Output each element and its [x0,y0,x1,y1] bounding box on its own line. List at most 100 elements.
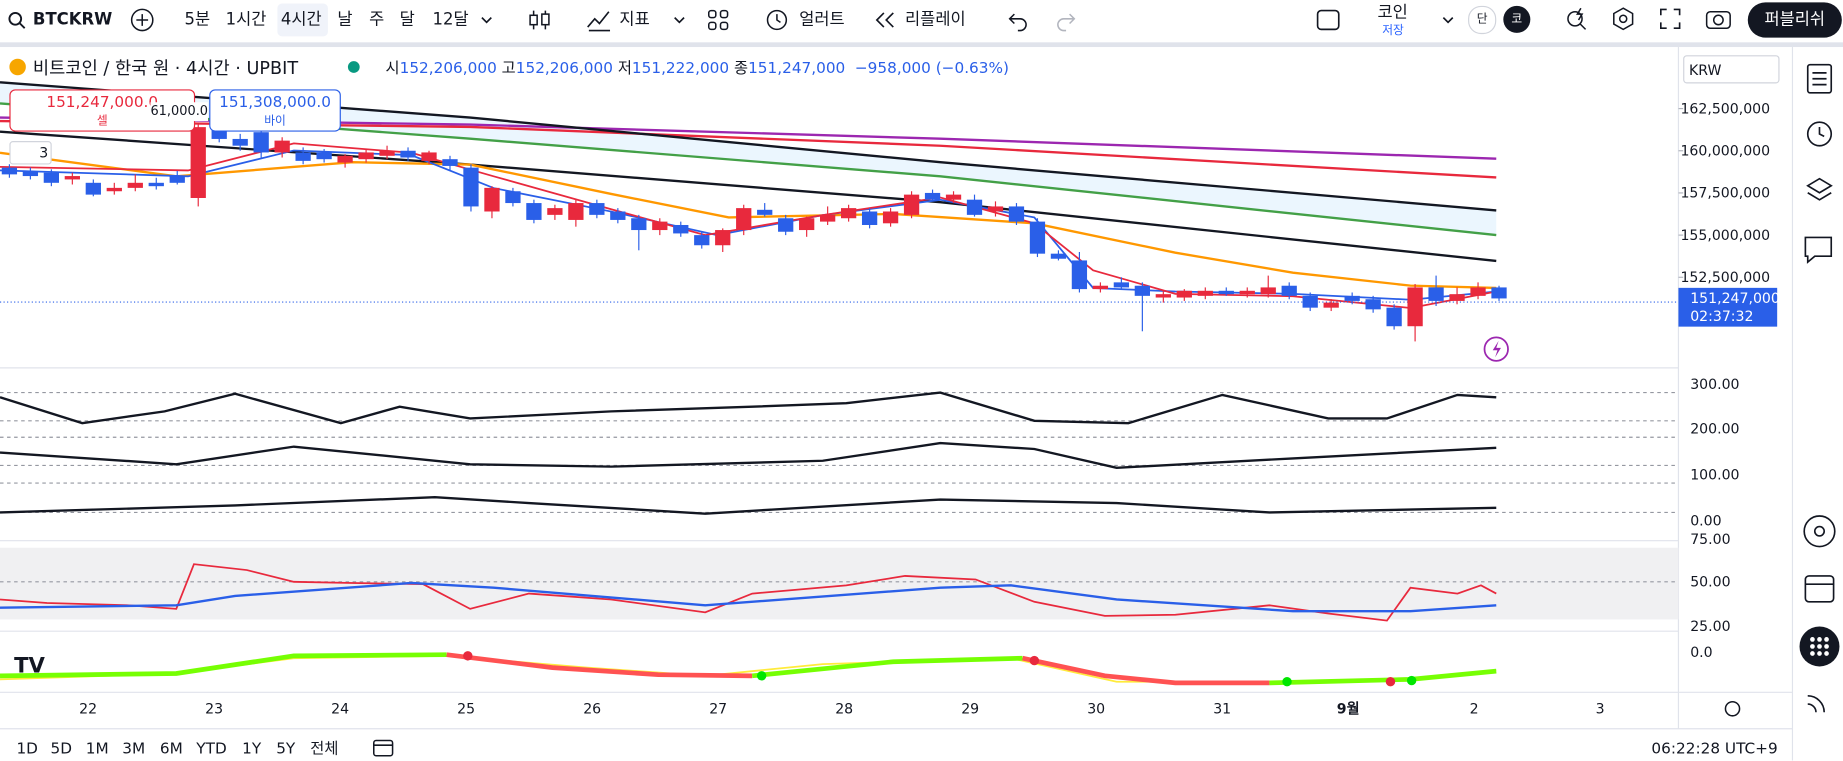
candle-body [1323,302,1339,308]
market-status [347,61,360,73]
candle-body [1239,290,1255,295]
buy-price: 151,308,000.0 [219,94,331,112]
sidebar-icons[interactable] [1803,63,1836,713]
label: 시 [385,59,400,78]
x-tick-label: 25 [457,701,475,717]
candle-body [1008,206,1025,222]
layout-name[interactable]: 코인 [1377,3,1408,23]
osc-axis-label: 0.00 [1690,513,1721,529]
candle-body [400,150,416,158]
candle-body [840,208,857,219]
cross-dots [463,651,1396,687]
chart-type-icon[interactable] [527,7,553,33]
range-button[interactable]: 1M [85,740,109,759]
range-button[interactable]: 5D [50,740,73,759]
rsi-axis-label: 75.00 [1690,532,1730,548]
interval[interactable]: 날 [337,10,353,30]
candle-body [1260,287,1276,295]
candle-body [861,211,878,225]
redo[interactable] [1054,8,1078,32]
candle-body [1218,290,1234,295]
alert[interactable]: 얼러트 [799,10,845,30]
indicators[interactable]: 지표 [619,10,650,30]
candle-body [903,194,920,215]
interval[interactable]: 달 [399,10,415,30]
quick-search[interactable] [1564,6,1590,32]
candle-body [1176,290,1192,298]
x-tick-label: 31 [1213,701,1231,717]
candle-body [945,194,962,200]
candle-body [966,199,983,215]
candle-body [1365,299,1381,310]
range-button[interactable]: 5Y [276,740,296,759]
indicator-toggle[interactable]: 3 [9,141,52,165]
candle-body [232,138,248,146]
symbol[interactable]: BTCKRW [32,10,113,30]
value: 151,222,000 [631,59,730,78]
date-range-icon[interactable] [371,737,397,758]
interval[interactable]: 1시간 [225,10,267,30]
candle-body [1029,221,1046,254]
indicators-icon[interactable] [585,6,611,32]
layout-icon[interactable] [1315,7,1341,33]
undo[interactable] [1006,8,1030,32]
candle-body [106,187,122,192]
ma-line [0,151,1497,290]
chevron[interactable] [480,14,494,26]
currency-select[interactable]: KRW [1683,55,1780,84]
publish-button[interactable]: 퍼블리쉬 [1747,2,1842,38]
sell-price: 151,247,000.0 [46,94,159,112]
alert-icon[interactable] [764,6,790,32]
range-button[interactable]: 1Y [242,740,262,759]
x-tick-label: 22 [79,701,97,717]
candle-body [610,211,626,220]
badge[interactable]: 단 [1468,5,1497,35]
templates-icon[interactable] [705,7,731,33]
interval[interactable]: 4시간 [280,10,322,30]
candle-body [148,182,164,187]
candle-body [1134,285,1150,296]
layout-save[interactable]: 저장 [1382,24,1404,38]
add-symbol[interactable] [129,7,155,33]
range-button[interactable]: 전체 [310,740,339,759]
label: 종 [734,59,749,78]
interval[interactable]: 5분 [184,10,211,30]
range-button[interactable]: 6M [159,740,183,759]
replay-icon[interactable] [872,8,898,32]
badge[interactable]: 코 [1503,5,1531,33]
tv-logo: TV [14,652,45,677]
rsi-band [0,547,1679,620]
candle-body [358,152,374,160]
settings-icon[interactable] [1724,700,1741,717]
interval[interactable]: 12달 [432,10,469,30]
candle-body [64,176,80,180]
trend-line [1022,655,1270,686]
indicator-count: 3 [39,144,49,162]
search-icon[interactable] [7,11,26,30]
value: 152,206,000 [399,59,497,78]
chevron[interactable] [1441,14,1455,26]
range-button[interactable]: YTD [196,740,227,759]
last-price-label: 151,247,000 [1690,291,1780,307]
fullscreen[interactable] [1657,6,1683,32]
candle-body [652,221,668,231]
chevron[interactable] [672,14,686,26]
buy-button[interactable]: 151,308,000.0 바이 [209,89,341,132]
clock: 06:22:28 UTC+9 [1651,740,1778,759]
replay[interactable]: 리플레이 [905,10,966,30]
interval[interactable]: 주 [369,10,385,30]
event-badge-icon [1492,340,1501,358]
range-button[interactable]: 1D [16,740,38,759]
candle-body [484,187,500,212]
candle-body [673,224,689,234]
candle-body [568,203,584,220]
x-tick-label: 3 [1596,701,1605,717]
candle-body [757,209,773,215]
candle-body [715,230,731,246]
settings[interactable] [1610,6,1636,32]
screenshot[interactable] [1704,6,1732,32]
candle-body [1407,287,1423,327]
trend-line [0,652,447,679]
range-button[interactable]: 3M [122,740,146,759]
